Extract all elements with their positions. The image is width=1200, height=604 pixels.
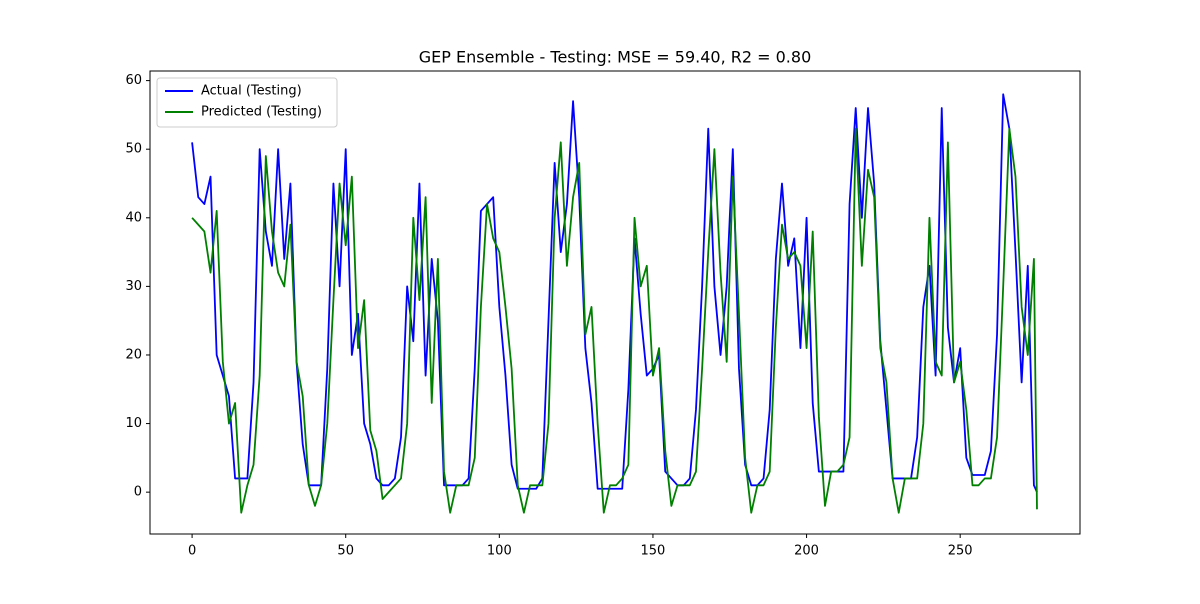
x-tick-label: 100	[487, 544, 512, 559]
y-tick-label: 10	[125, 416, 142, 431]
y-tick-label: 20	[125, 347, 142, 362]
y-tick-label: 30	[125, 279, 142, 294]
x-tick-label: 150	[641, 544, 666, 559]
x-tick-label: 200	[794, 544, 819, 559]
x-tick-label: 50	[337, 544, 354, 559]
y-tick-label: 60	[125, 73, 142, 88]
legend-label: Predicted (Testing)	[201, 105, 322, 120]
y-tick-label: 50	[125, 142, 142, 157]
plot-frame	[149, 70, 1081, 535]
series-line	[191, 93, 1038, 493]
legend-label: Actual (Testing)	[201, 84, 302, 99]
chart-title: GEP Ensemble - Testing: MSE = 59.40, R2 …	[419, 48, 812, 67]
x-tick-label: 0	[188, 544, 196, 559]
legend-box	[156, 77, 338, 128]
y-tick-label: 40	[125, 210, 142, 225]
y-tick-label: 0	[134, 485, 142, 500]
x-tick-label: 250	[948, 544, 973, 559]
series-line	[191, 127, 1038, 514]
